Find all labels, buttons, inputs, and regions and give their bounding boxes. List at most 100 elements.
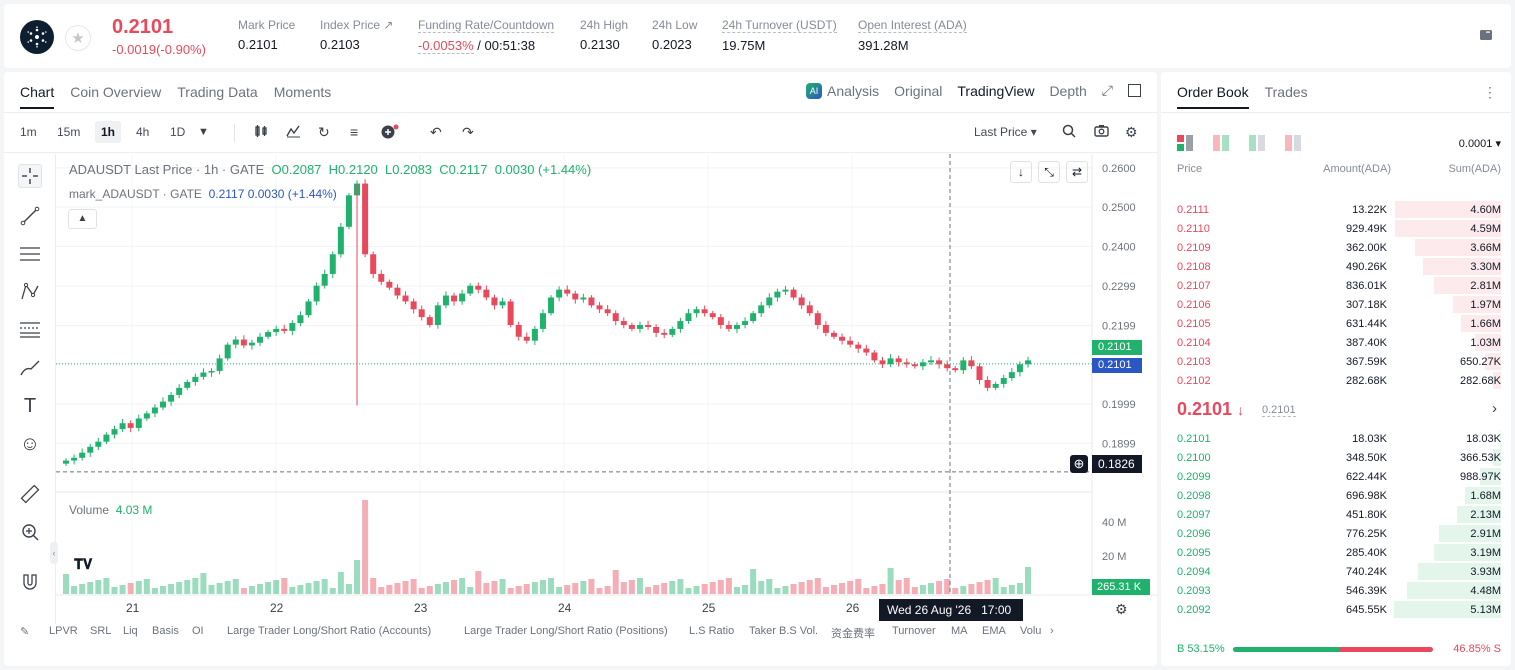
timeframe-15m[interactable]: 15m bbox=[57, 125, 81, 139]
ask-row[interactable]: 0.2103 367.59K 650.27K bbox=[1161, 352, 1511, 371]
indicator-turnover[interactable]: Turnover bbox=[892, 625, 936, 637]
bid-row[interactable]: 0.2095 285.40K 3.19M bbox=[1161, 543, 1511, 562]
precision-select[interactable]: 0.0001 ▾ bbox=[1458, 138, 1501, 150]
chevron-right-icon[interactable]: › bbox=[1492, 400, 1497, 417]
timeframe-4h[interactable]: 4h bbox=[136, 125, 150, 139]
trend-line-icon[interactable] bbox=[18, 204, 42, 228]
indicator-lt-positions[interactable]: Large Trader Long/Short Ratio (Positions… bbox=[464, 625, 668, 637]
bid-row[interactable]: 0.2092 645.55K 5.13M bbox=[1161, 600, 1511, 619]
indicator-oi[interactable]: OI bbox=[192, 625, 204, 637]
emoji-icon[interactable]: ☺ bbox=[19, 432, 41, 455]
bid-row[interactable]: 0.2100 348.50K 366.53K bbox=[1161, 448, 1511, 467]
brush-icon[interactable] bbox=[18, 356, 42, 380]
tab-tradingview[interactable]: TradingView bbox=[957, 82, 1035, 99]
book-icon[interactable] bbox=[1479, 28, 1495, 44]
bid-row[interactable]: 0.2101 18.03K 18.03K bbox=[1161, 429, 1511, 448]
indicator-volume[interactable]: Volu bbox=[1020, 625, 1042, 637]
indicator-liq[interactable]: Liq bbox=[123, 625, 138, 637]
layout-both-icon[interactable] bbox=[1177, 135, 1193, 156]
fib-retracement-icon[interactable] bbox=[18, 318, 42, 342]
volume-bar bbox=[855, 579, 862, 594]
tab-analysis[interactable]: Analysis bbox=[827, 82, 880, 99]
indicator-lpvr[interactable]: LPVR bbox=[49, 625, 78, 637]
timeframe-1m[interactable]: 1m bbox=[20, 125, 37, 139]
crosshair-icon[interactable] bbox=[18, 164, 42, 188]
ask-row[interactable]: 0.2104 387.40K 1.03M bbox=[1161, 333, 1511, 352]
undo-icon[interactable]: ↶ bbox=[430, 124, 442, 140]
collapse-icon[interactable]: ⤡ bbox=[1038, 161, 1060, 183]
layout-asks-icon[interactable] bbox=[1285, 135, 1301, 156]
more-options-icon[interactable]: ⋮ bbox=[1483, 84, 1497, 100]
volume-bar bbox=[927, 583, 934, 594]
indicator-ema[interactable]: EMA bbox=[982, 625, 1006, 637]
indicator-srl[interactable]: SRL bbox=[90, 625, 112, 637]
chart-settings-gear-icon[interactable]: ⚙ bbox=[1115, 601, 1128, 617]
add-alert-icon[interactable]: ⊕ bbox=[1070, 455, 1088, 473]
ask-row[interactable]: 0.2109 362.00K 3.66M bbox=[1161, 238, 1511, 257]
arrow-down-icon[interactable]: ↓ bbox=[1010, 161, 1032, 183]
window-icon[interactable] bbox=[1128, 84, 1141, 97]
ask-row[interactable]: 0.2105 631.44K 1.66M bbox=[1161, 314, 1511, 333]
bid-row[interactable]: 0.2099 622.44K 988.97K bbox=[1161, 467, 1511, 486]
ask-row[interactable]: 0.2108 490.26K 3.30M bbox=[1161, 257, 1511, 276]
timeframe-1d[interactable]: 1D bbox=[170, 125, 186, 139]
collapse-legend-button[interactable]: ▲ bbox=[68, 209, 97, 229]
settings-gear-icon[interactable]: ⚙ bbox=[1125, 124, 1138, 140]
timeframe-1h[interactable]: 1h bbox=[95, 121, 122, 143]
indicator-ma[interactable]: MA bbox=[951, 625, 968, 637]
redo-icon[interactable]: ↷ bbox=[462, 124, 474, 140]
indicators-icon[interactable] bbox=[286, 124, 301, 141]
tab-original[interactable]: Original bbox=[894, 82, 943, 99]
layout-split-icon[interactable] bbox=[1213, 135, 1229, 156]
ask-row[interactable]: 0.2111 13.22K 4.60M bbox=[1161, 200, 1511, 219]
horizontal-lines-icon[interactable] bbox=[18, 242, 42, 266]
tab-trades[interactable]: Trades bbox=[1264, 84, 1308, 100]
ask-row[interactable]: 0.2107 836.01K 2.81M bbox=[1161, 276, 1511, 295]
candle-type-icon[interactable] bbox=[254, 124, 268, 141]
expand-icon[interactable]: ⤢ bbox=[1101, 82, 1113, 98]
collapse-toolbar-icon[interactable]: ‹ bbox=[50, 542, 58, 564]
down-arrow-icon: ↓ bbox=[1237, 402, 1245, 418]
bid-row[interactable]: 0.2093 546.39K 4.48M bbox=[1161, 581, 1511, 600]
ask-row[interactable]: 0.2106 307.18K 1.97M bbox=[1161, 295, 1511, 314]
tab-moments[interactable]: Moments bbox=[273, 84, 332, 100]
ask-row[interactable]: 0.2110 929.49K 4.59M bbox=[1161, 219, 1511, 238]
replay-icon[interactable]: ↻ bbox=[318, 124, 330, 140]
tab-depth[interactable]: Depth bbox=[1049, 82, 1087, 99]
camera-icon[interactable] bbox=[1094, 124, 1109, 140]
tab-order-book[interactable]: Order Book bbox=[1177, 84, 1249, 109]
layout-bids-icon[interactable] bbox=[1249, 135, 1265, 156]
swap-icon[interactable]: ⇄ bbox=[1066, 161, 1088, 183]
indicator-taker-vol[interactable]: Taker B.S Vol. bbox=[749, 625, 819, 637]
chevron-right-icon[interactable]: › bbox=[1050, 625, 1054, 637]
ask-row[interactable]: 0.2102 282.68K 282.68K bbox=[1161, 371, 1511, 390]
bid-row[interactable]: 0.2096 776.25K 2.91M bbox=[1161, 524, 1511, 543]
zoom-in-icon[interactable] bbox=[18, 520, 42, 544]
template-icon[interactable]: ≡ bbox=[350, 124, 359, 140]
volume-bar bbox=[628, 580, 635, 594]
volume-value: 4.03 M bbox=[115, 503, 153, 517]
bid-row[interactable]: 0.2094 740.24K 3.93M bbox=[1161, 562, 1511, 581]
tab-trading-data[interactable]: Trading Data bbox=[177, 84, 258, 100]
indicator-funding-rate[interactable]: 资金费率 bbox=[831, 628, 875, 640]
add-indicator-icon[interactable] bbox=[380, 124, 400, 143]
bid-row[interactable]: 0.2097 451.80K 2.13M bbox=[1161, 505, 1511, 524]
indicator-basis[interactable]: Basis bbox=[152, 625, 179, 637]
text-tool-icon[interactable]: T bbox=[23, 394, 37, 417]
tab-chart[interactable]: Chart bbox=[20, 84, 55, 109]
pattern-icon[interactable] bbox=[18, 280, 42, 304]
pencil-icon[interactable]: ✎ bbox=[20, 626, 30, 638]
favorite-star-icon[interactable]: ★ bbox=[65, 25, 91, 51]
stat-value: 0.2103 bbox=[320, 37, 360, 52]
price-chart[interactable]: 0.2600 0.2500 0.2400 0.2299 0.2199 0.1999 0.18… bbox=[56, 154, 1157, 618]
magnet-icon[interactable] bbox=[18, 570, 42, 594]
price-type-select[interactable]: Last Price ▾ bbox=[974, 125, 1037, 139]
indicator-lt-accounts[interactable]: Large Trader Long/Short Ratio (Accounts) bbox=[227, 625, 432, 637]
tab-coin-overview[interactable]: Coin Overview bbox=[70, 84, 162, 100]
indicator-ls-ratio[interactable]: L.S Ratio bbox=[689, 625, 735, 637]
ruler-icon[interactable] bbox=[18, 482, 42, 506]
index-price-stat[interactable]: Index Price ↗ 0.2103 bbox=[320, 18, 393, 52]
search-icon[interactable] bbox=[1062, 124, 1076, 141]
timeframe-dropdown-icon[interactable]: ▼ bbox=[198, 126, 209, 138]
bid-row[interactable]: 0.2098 696.98K 1.68M bbox=[1161, 486, 1511, 505]
